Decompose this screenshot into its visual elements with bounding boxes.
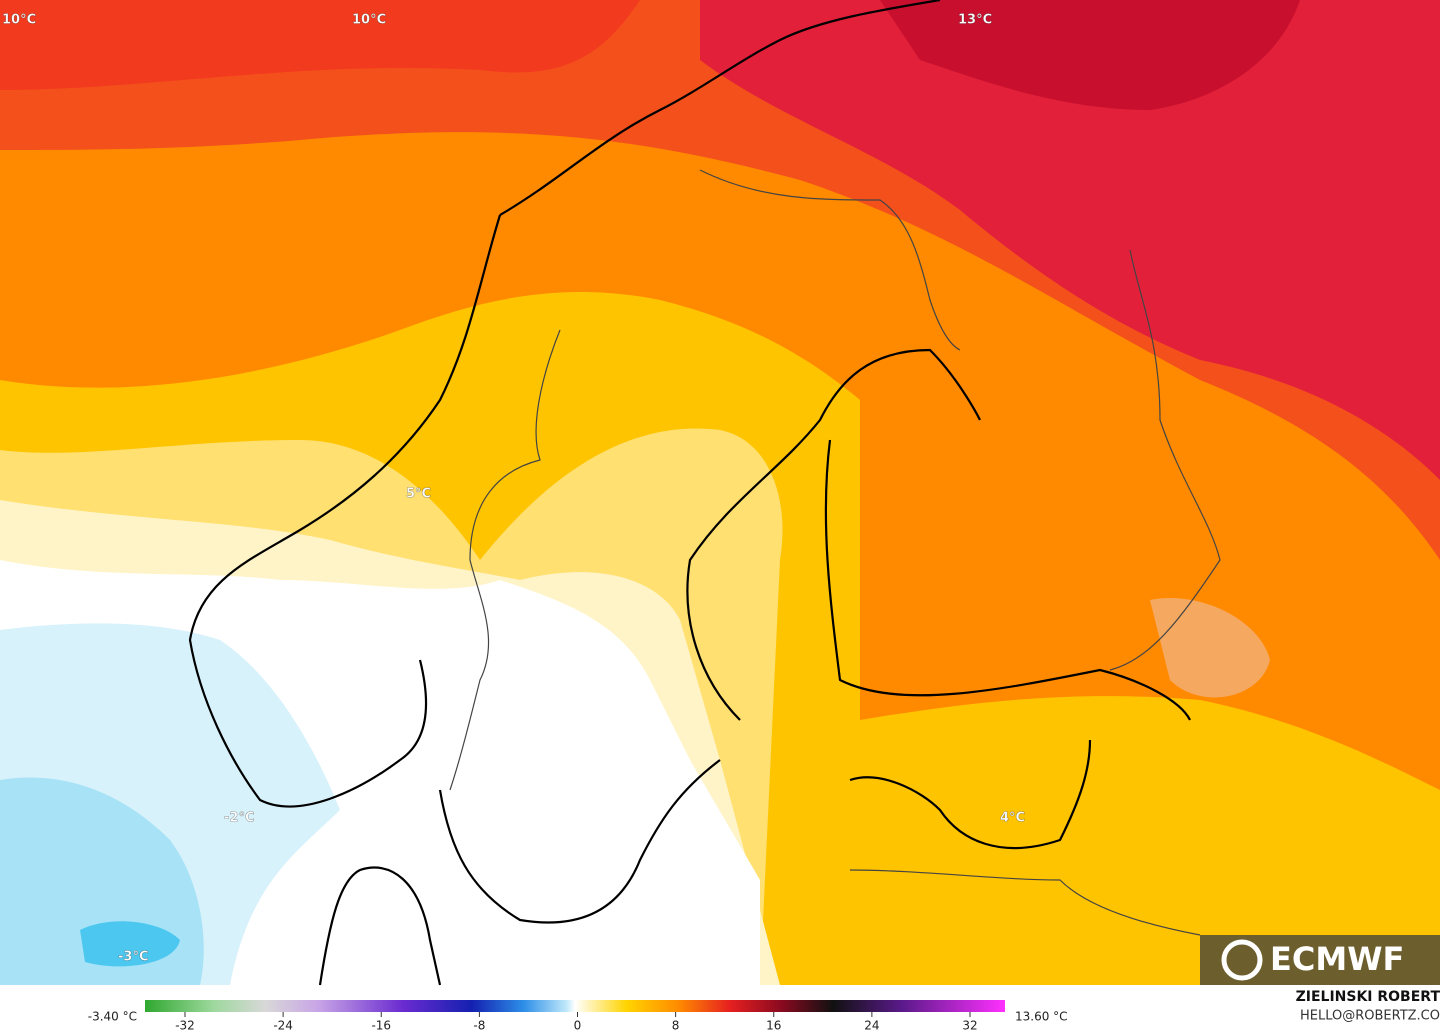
colorbar-tick-label: -32 (175, 1019, 195, 1033)
temperature-field (0, 0, 1440, 985)
credit-email: HELLO@ROBERTZ.CO (1300, 1009, 1440, 1024)
colorbar-tick-label: 8 (672, 1019, 680, 1033)
map-label: 10°C (352, 13, 386, 28)
colorbar-tick-label: 32 (962, 1019, 977, 1033)
colorbar-tick-label: -8 (473, 1019, 485, 1033)
map-label: 5°C (406, 487, 431, 502)
logo-box: ECMWF (1200, 935, 1440, 985)
logo-text: ECMWF (1270, 940, 1404, 978)
colorbar-tick-label: 0 (574, 1019, 582, 1033)
colorbar-max-label: 13.60 °C (1015, 1010, 1068, 1024)
colorbar-tick-label: 16 (766, 1019, 781, 1033)
coastlines (188, 0, 1221, 986)
map-label: -3°C (118, 950, 148, 965)
map-label: 13°C (958, 13, 992, 28)
colorbar (145, 1000, 1005, 1012)
credit-name: ZIELINSKI ROBERT (1296, 989, 1440, 1005)
colorbar-tick-label: -16 (371, 1019, 391, 1033)
colorbar-tick-label: 24 (864, 1019, 879, 1033)
colorbar-min-label: -3.40 °C (88, 1010, 137, 1024)
map-label: -2°C (224, 811, 254, 826)
map-label: 4°C (1000, 811, 1025, 826)
colorbar-tick-label: -24 (273, 1019, 293, 1033)
map-label: 10°C (2, 13, 36, 28)
